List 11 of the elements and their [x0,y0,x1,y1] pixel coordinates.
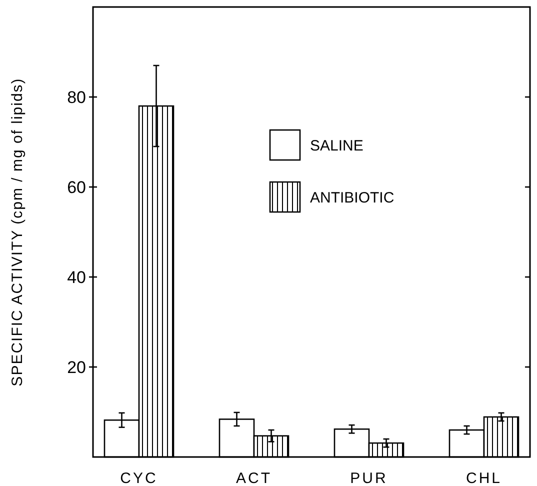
y-axis-title: SPECIFIC ACTIVITY (cpm / mg of lipids) [9,78,26,386]
x-tick-label: PUR [350,470,388,486]
y-tick-label: 80 [67,88,86,107]
x-tick-label: CYC [120,470,158,486]
y-tick-label: 20 [67,358,86,377]
y-tick-label: 60 [67,178,86,197]
legend-label: ANTIBIOTIC [310,189,394,206]
legend-label: SALINE [310,137,364,154]
x-tick-label: CHL [466,470,502,486]
y-tick-label: 40 [67,268,86,287]
x-tick-label: ACT [236,470,272,486]
